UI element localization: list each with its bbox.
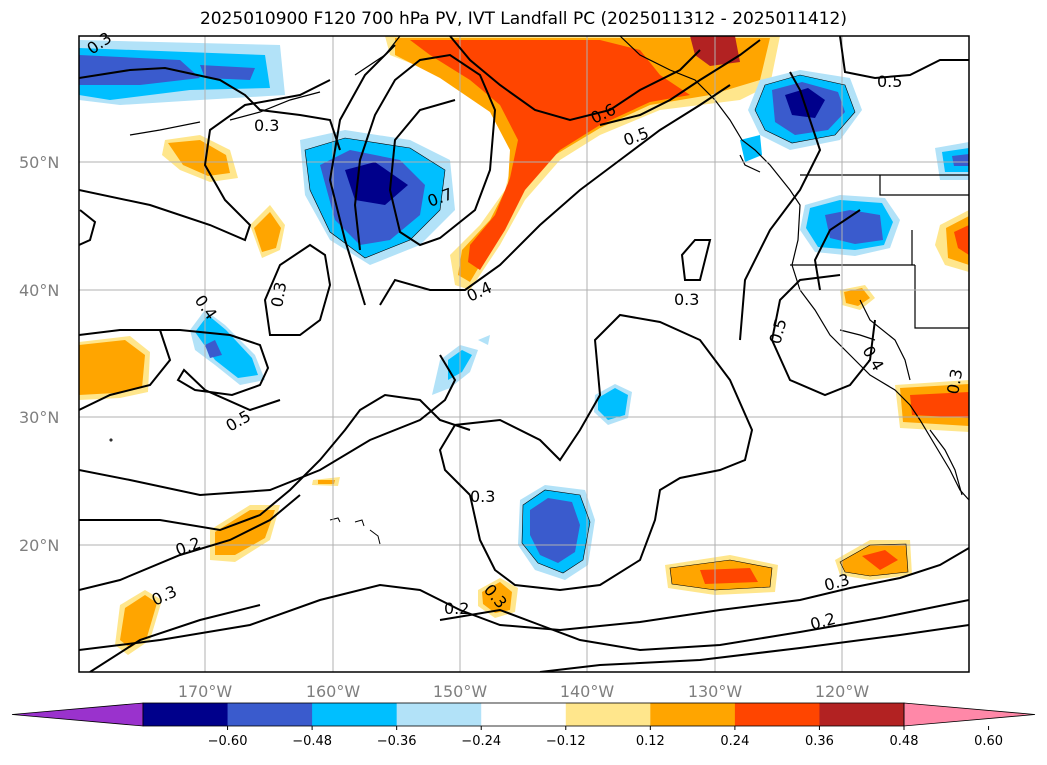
lat-label-50n: 50°N: [19, 153, 59, 172]
gridlines: [79, 36, 969, 672]
colorbar-tick-label: −0.48: [292, 734, 332, 749]
contour-label: 0.3: [470, 487, 495, 506]
longitude-labels: 170°W 160°W 150°W 140°W 130°W 120°W: [178, 682, 870, 701]
colorbar-tick-label: 0.60: [974, 734, 1003, 749]
lon-label-160w: 160°W: [306, 682, 361, 701]
lon-label-120w: 120°W: [815, 682, 870, 701]
contour-label: 0.3: [267, 280, 290, 308]
lon-label-150w: 150°W: [433, 682, 488, 701]
colorbar: −0.60 −0.48 −0.36 −0.24 −0.12 0.12 0.24 0.36 0.4…: [11, 702, 1036, 749]
colorbar-swatch: [312, 703, 398, 726]
lon-label-170w: 170°W: [178, 682, 233, 701]
contour-label: 0.3: [674, 290, 699, 309]
colorbar-swatch: [227, 703, 313, 726]
colorbar-extend-low: [11, 702, 144, 727]
lat-label-30n: 30°N: [19, 408, 59, 427]
colorbar-frame: [142, 702, 905, 727]
colorbar-swatch: [650, 703, 736, 726]
contour-label: 0.3: [943, 367, 966, 395]
colorbar-swatch: [396, 703, 482, 726]
plot-frame: [78, 35, 970, 673]
lon-label-130w: 130°W: [688, 682, 743, 701]
lon-label-140w: 140°W: [560, 682, 615, 701]
colorbar-swatch: [481, 703, 567, 726]
colorbar-swatch: [143, 703, 229, 726]
contour-label: 0.3: [254, 116, 279, 135]
colorbar-tick-label: 0.36: [805, 734, 834, 749]
colorbar-tick-label: 0.48: [890, 734, 919, 749]
colorbar-swatch: [819, 703, 905, 726]
colorbar-tick-label: −0.36: [377, 734, 417, 749]
colorbar-tick-label: −0.24: [461, 734, 501, 749]
contour-label: 0.5: [877, 72, 902, 91]
latitude-labels: 50°N 40°N 30°N 20°N: [19, 153, 59, 555]
colorbar-tick-label: 0.12: [636, 734, 665, 749]
colorbar-extend-high: [903, 702, 1036, 727]
lat-label-20n: 20°N: [19, 536, 59, 555]
colorbar-tick-label: −0.12: [546, 734, 586, 749]
colorbar-tick-label: 0.24: [720, 734, 749, 749]
colorbar-tick-label: −0.60: [208, 734, 248, 749]
lat-label-40n: 40°N: [19, 281, 59, 300]
colorbar-swatch: [565, 703, 651, 726]
contour-label: 0.2: [444, 599, 469, 618]
colorbar-swatch: [734, 703, 820, 726]
shading-layer: [79, 36, 969, 655]
shading-outlines: [304, 74, 909, 591]
pv-contours: [79, 36, 969, 672]
map-title: 2025010900 F120 700 hPa PV, IVT Landfall…: [199, 9, 847, 29]
